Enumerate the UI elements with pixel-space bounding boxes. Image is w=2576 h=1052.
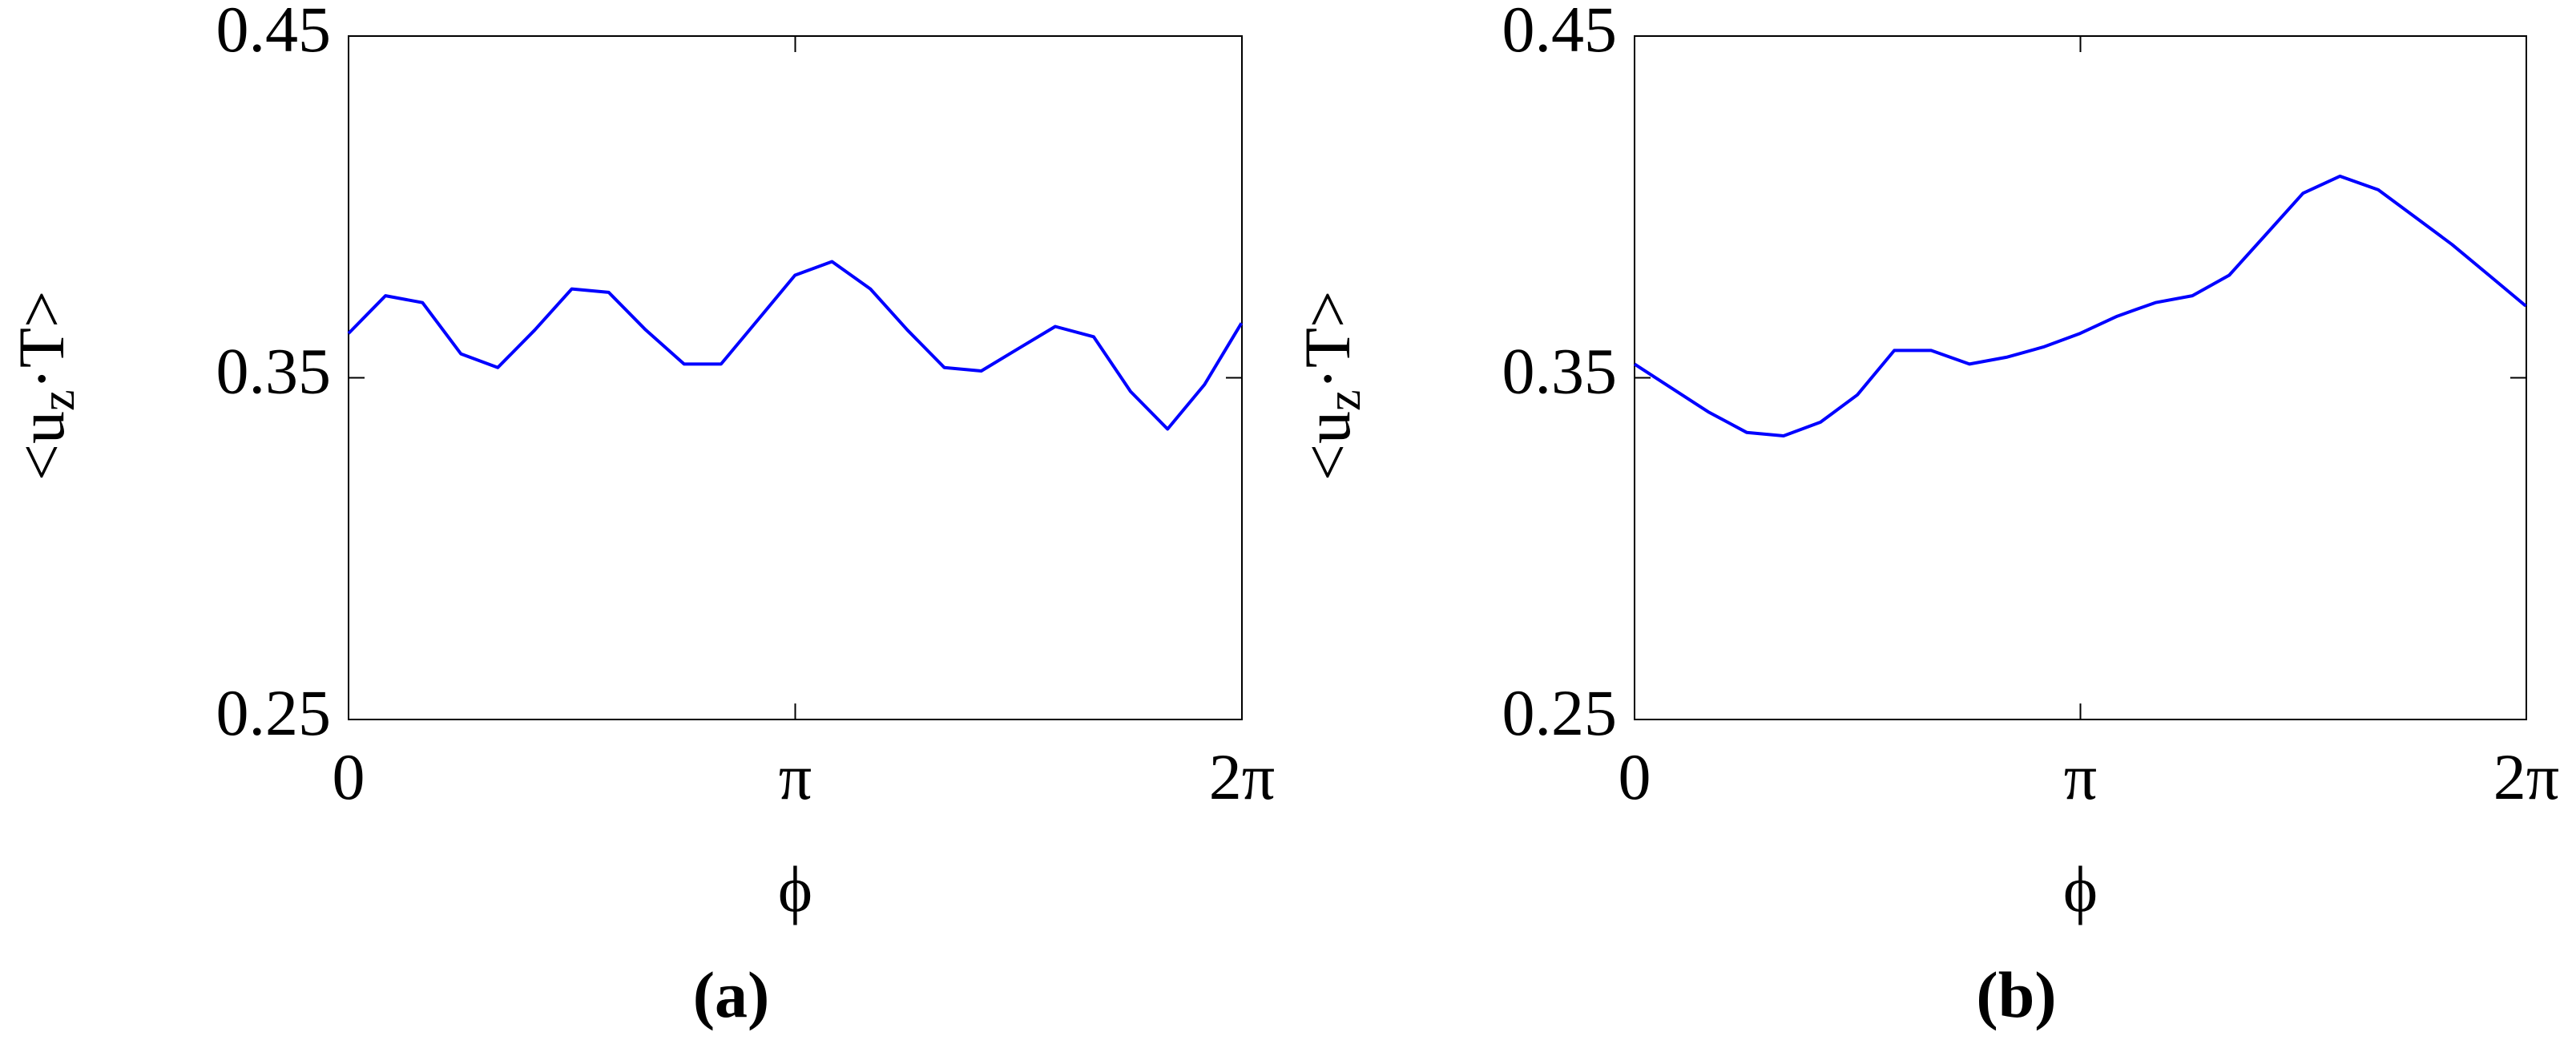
x-axis-label: ϕ	[2063, 852, 2098, 925]
y-tick-label: 0.45	[216, 0, 332, 66]
x-tick-label: 2π	[2493, 740, 2559, 813]
x-tick-label: 2π	[1209, 740, 1275, 813]
x-tick-label: 0	[1619, 740, 1651, 813]
y-tick-label: 0.35	[216, 334, 332, 407]
panel-caption: (b)	[1976, 958, 2056, 1031]
y-axis-label-part: <u	[1291, 411, 1364, 481]
y-axis-label-part: ·T>	[1291, 291, 1364, 390]
data-line	[347, 260, 1244, 431]
y-axis-label: <uz·T>	[1291, 291, 1370, 482]
y-axis-label-part: z	[31, 389, 84, 411]
x-tick-label: 0	[333, 740, 365, 813]
y-axis-label-part: z	[1317, 389, 1370, 411]
x-tick-label: π	[2064, 740, 2097, 813]
plot-frame	[1634, 35, 2527, 720]
y-axis-label: <uz·T>	[5, 291, 84, 482]
y-tick-label: 0.35	[1502, 334, 1618, 407]
y-tick-label: 0.25	[216, 676, 332, 749]
data-line	[1633, 174, 2527, 437]
plot-frame	[348, 35, 1243, 720]
y-axis-label-part: <u	[5, 411, 78, 481]
panel-caption: (a)	[693, 958, 770, 1031]
y-tick-label: 0.25	[1502, 676, 1618, 749]
y-axis-label-part: ·T>	[5, 291, 78, 390]
y-tick-label: 0.45	[1502, 0, 1618, 66]
x-axis-label: ϕ	[778, 852, 812, 925]
x-tick-label: π	[779, 740, 812, 813]
